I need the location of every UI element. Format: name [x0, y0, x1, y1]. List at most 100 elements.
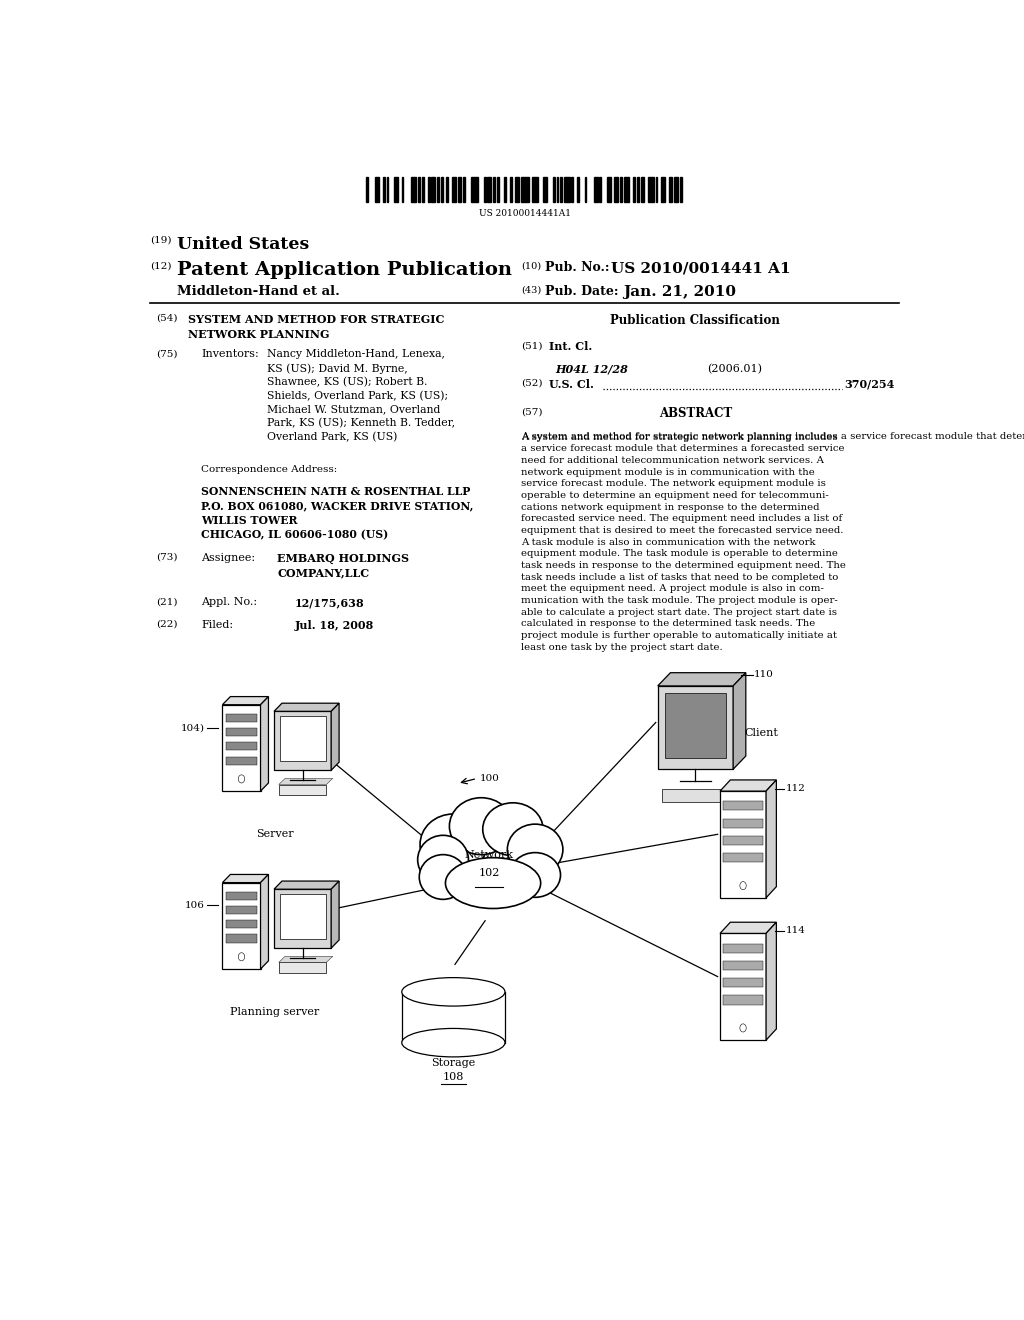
Text: (2006.01): (2006.01)	[708, 364, 762, 374]
Text: Jul. 18, 2008: Jul. 18, 2008	[295, 620, 374, 631]
Bar	[463, 177, 465, 202]
Text: Patent Application Publication: Patent Application Publication	[177, 261, 512, 279]
Text: US 2010/0014441 A1: US 2010/0014441 A1	[610, 261, 791, 275]
Text: (54): (54)	[156, 314, 177, 323]
Bar	[624, 177, 630, 202]
Text: 370/254: 370/254	[845, 379, 895, 389]
Circle shape	[239, 953, 245, 961]
Bar	[723, 853, 763, 862]
Bar	[422, 177, 424, 202]
Ellipse shape	[426, 824, 553, 906]
Ellipse shape	[445, 858, 541, 908]
Text: 106: 106	[185, 902, 205, 909]
Bar	[394, 177, 398, 202]
Text: ABSTRACT: ABSTRACT	[658, 408, 732, 420]
Text: Appl. No.:: Appl. No.:	[201, 598, 257, 607]
Bar	[521, 177, 528, 202]
Bar	[621, 177, 622, 202]
Ellipse shape	[418, 836, 468, 884]
Text: (52): (52)	[521, 379, 543, 388]
Bar	[222, 883, 260, 969]
Bar	[383, 177, 385, 202]
Bar	[557, 177, 558, 202]
Polygon shape	[766, 923, 776, 1040]
Bar	[723, 818, 763, 828]
Text: SYSTEM AND METHOD FOR STRATEGIC
NETWORK PLANNING: SYSTEM AND METHOD FOR STRATEGIC NETWORK …	[187, 314, 443, 339]
Text: Int. Cl.: Int. Cl.	[549, 342, 592, 352]
Text: 108: 108	[442, 1072, 464, 1082]
Text: Filed:: Filed:	[201, 620, 233, 630]
Text: (73): (73)	[156, 553, 177, 562]
Text: Correspondence Address:: Correspondence Address:	[201, 466, 337, 474]
Polygon shape	[733, 673, 745, 770]
Text: H04L 12/28: H04L 12/28	[555, 364, 628, 375]
Bar	[280, 717, 326, 762]
Bar	[225, 906, 257, 913]
Bar	[225, 935, 257, 942]
Bar	[225, 729, 257, 737]
Bar	[674, 177, 678, 202]
Polygon shape	[720, 780, 776, 791]
Bar	[633, 177, 635, 202]
Bar	[387, 177, 388, 202]
Polygon shape	[274, 880, 339, 890]
Bar	[279, 962, 327, 973]
Bar	[578, 177, 579, 202]
Text: Storage: Storage	[431, 1057, 475, 1068]
Text: (10): (10)	[521, 261, 541, 271]
Polygon shape	[766, 780, 776, 898]
Bar	[723, 836, 763, 845]
Polygon shape	[331, 880, 339, 948]
Bar	[225, 742, 257, 751]
Text: Planning server: Planning server	[230, 1007, 319, 1018]
Bar	[494, 177, 495, 202]
Text: 114: 114	[785, 927, 806, 936]
Bar	[637, 177, 639, 202]
Polygon shape	[720, 923, 776, 933]
Bar	[723, 978, 763, 987]
Text: United States: United States	[177, 236, 309, 252]
Text: Server: Server	[256, 829, 294, 840]
Text: (21): (21)	[156, 598, 177, 606]
Bar	[274, 711, 331, 771]
Text: 104): 104)	[181, 723, 205, 733]
Bar	[274, 890, 331, 948]
Polygon shape	[274, 704, 339, 711]
Ellipse shape	[450, 797, 513, 854]
Bar	[720, 791, 766, 898]
Bar	[440, 177, 442, 202]
Bar	[401, 991, 505, 1043]
Bar	[225, 756, 257, 764]
Bar	[367, 177, 368, 202]
Bar	[401, 177, 403, 202]
Bar	[723, 944, 763, 953]
Bar	[458, 177, 462, 202]
Bar	[669, 177, 673, 202]
Polygon shape	[279, 779, 333, 784]
Ellipse shape	[420, 814, 486, 875]
Bar	[225, 920, 257, 928]
Ellipse shape	[401, 978, 505, 1006]
Bar	[225, 892, 257, 900]
Ellipse shape	[510, 853, 560, 898]
Bar	[564, 177, 569, 202]
Bar	[504, 177, 506, 202]
Text: 102: 102	[478, 869, 500, 878]
Polygon shape	[260, 697, 268, 791]
Text: Inventors:: Inventors:	[201, 350, 259, 359]
Bar	[594, 177, 598, 202]
Text: EMBARQ HOLDINGS
COMPANY,LLC: EMBARQ HOLDINGS COMPANY,LLC	[278, 553, 410, 578]
Bar	[560, 177, 562, 202]
Bar	[665, 693, 726, 758]
Bar	[614, 177, 618, 202]
Text: (57): (57)	[521, 408, 543, 416]
Bar	[599, 177, 601, 202]
Bar	[431, 177, 435, 202]
Bar	[471, 177, 478, 202]
Polygon shape	[260, 874, 268, 969]
Bar	[723, 995, 763, 1005]
Bar	[437, 177, 439, 202]
Bar	[657, 686, 733, 770]
Bar	[487, 177, 492, 202]
Bar	[648, 177, 653, 202]
